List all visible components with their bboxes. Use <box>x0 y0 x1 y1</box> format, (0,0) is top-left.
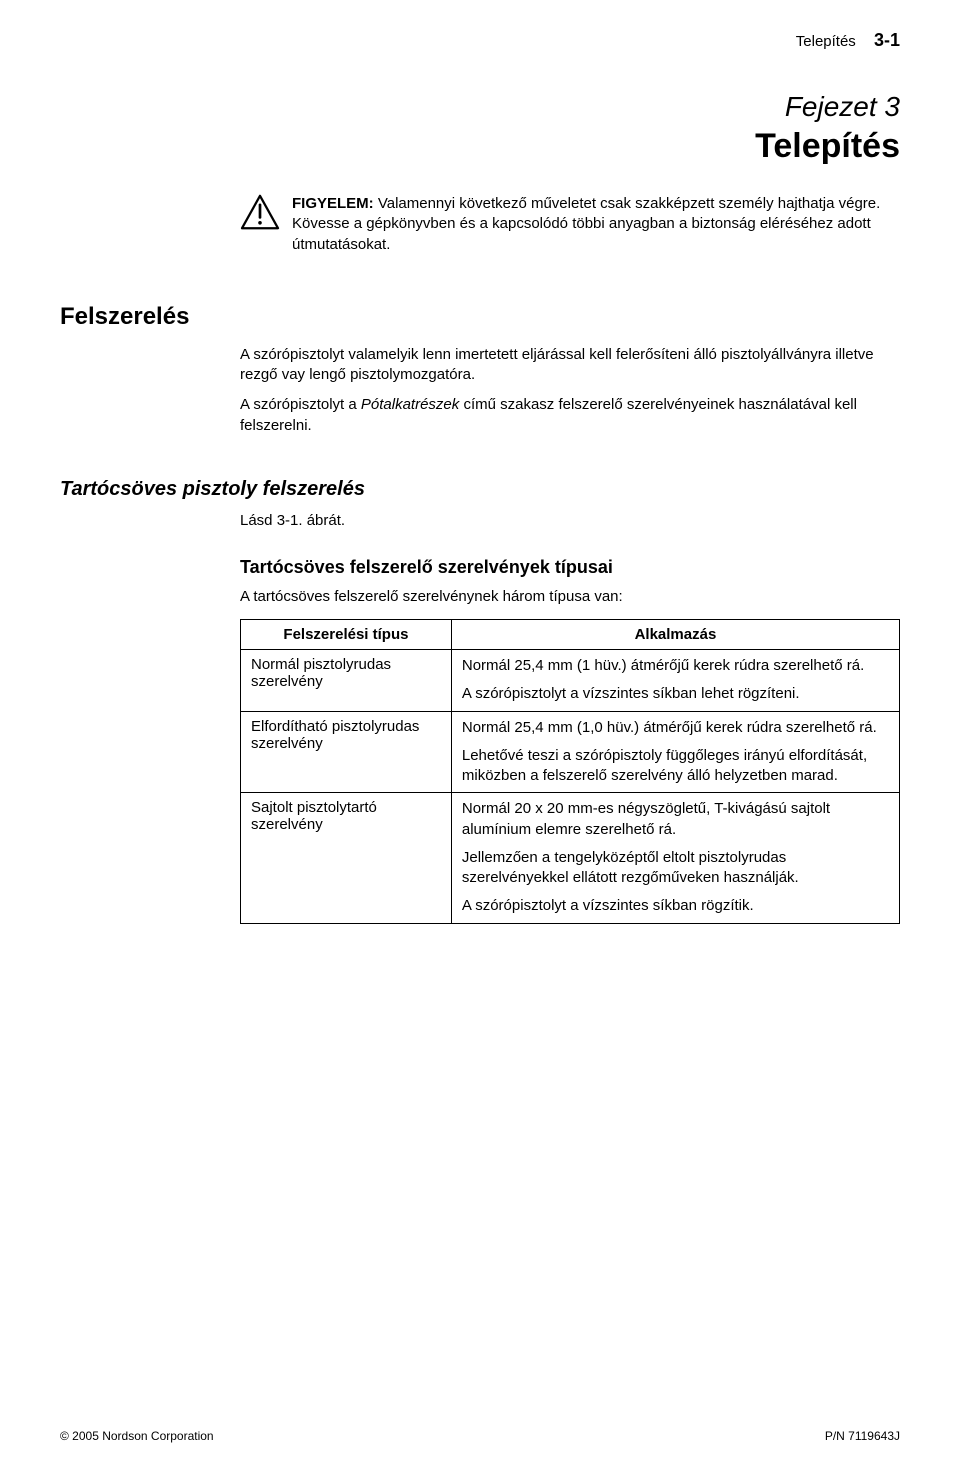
header-page-number: 3-1 <box>874 30 900 50</box>
table-row: Sajtolt pisztolytartó szerelvény Normál … <box>241 793 900 923</box>
table-header-row: Felszerelési típus Alkalmazás <box>241 620 900 650</box>
cell-type: Sajtolt pisztolytartó szerelvény <box>241 793 452 923</box>
equipment-p1: A szórópisztolyt valamelyik lenn imertet… <box>240 345 900 386</box>
cell-app: Normál 25,4 mm (1 hüv.) átmérőjű kerek r… <box>451 650 899 712</box>
warning-lead: FIGYELEM: <box>292 195 374 212</box>
app-line: Lehetővé teszi a szórópisztoly függőlege… <box>462 746 889 787</box>
subsub-types-heading: Tartócsöves felszerelő szerelvények típu… <box>240 557 900 578</box>
equipment-p2b: Pótalkatrészek <box>361 396 459 413</box>
see-figure: Lásd 3-1. ábrát. <box>240 511 900 531</box>
section-equipment-heading: Felszerelés <box>60 303 900 331</box>
chapter-line: Fejezet 3 <box>300 91 900 123</box>
footer-left: © 2005 Nordson Corporation <box>60 1429 214 1443</box>
subsection-tube-heading: Tartócsöves pisztoly felszerelés <box>60 478 900 501</box>
warning-body: Valamennyi következő műveletet csak szak… <box>292 195 880 253</box>
chapter-block: Fejezet 3 Telepítés <box>60 91 900 166</box>
app-line: Normál 25,4 mm (1 hüv.) átmérőjű kerek r… <box>462 656 889 676</box>
cell-app: Normál 20 x 20 mm-es négyszögletű, T-kiv… <box>451 793 899 923</box>
table-intro: A tartócsöves felszerelő szerelvénynek h… <box>240 588 900 605</box>
warning-icon <box>240 194 280 230</box>
page-footer: © 2005 Nordson Corporation P/N 7119643J <box>60 1429 900 1443</box>
page-header: Telepítés 3-1 <box>60 30 900 51</box>
app-line: A szórópisztolyt a vízszintes síkban leh… <box>462 684 889 704</box>
chapter-title: Telepítés <box>300 127 900 166</box>
mount-table: Felszerelési típus Alkalmazás Normál pis… <box>240 619 900 924</box>
app-line: Normál 25,4 mm (1,0 hüv.) átmérőjű kerek… <box>462 718 889 738</box>
equipment-p2: A szórópisztolyt a Pótalkatrészek című s… <box>240 395 900 436</box>
warning-row: FIGYELEM: Valamennyi következő műveletet… <box>240 194 900 255</box>
subsection-tube-body: Lásd 3-1. ábrát. <box>240 511 900 531</box>
footer-right: P/N 7119643J <box>825 1429 900 1443</box>
cell-type: Elfordítható pisztolyrudas szerelvény <box>241 711 452 793</box>
app-line: Normál 20 x 20 mm-es négyszögletű, T-kiv… <box>462 799 889 840</box>
cell-type: Normál pisztolyrudas szerelvény <box>241 650 452 712</box>
section-equipment-body: A szórópisztolyt valamelyik lenn imertet… <box>240 345 900 436</box>
app-line: Jellemzően a tengelyközéptől eltolt pisz… <box>462 848 889 889</box>
app-line: A szórópisztolyt a vízszintes síkban rög… <box>462 896 889 916</box>
table-row: Elfordítható pisztolyrudas szerelvény No… <box>241 711 900 793</box>
table-row: Normál pisztolyrudas szerelvény Normál 2… <box>241 650 900 712</box>
warning-text: FIGYELEM: Valamennyi következő műveletet… <box>292 194 900 255</box>
cell-app: Normál 25,4 mm (1,0 hüv.) átmérőjű kerek… <box>451 711 899 793</box>
th-type: Felszerelési típus <box>241 620 452 650</box>
equipment-p2a: A szórópisztolyt a <box>240 396 361 413</box>
th-app: Alkalmazás <box>451 620 899 650</box>
header-label: Telepítés <box>796 33 856 50</box>
